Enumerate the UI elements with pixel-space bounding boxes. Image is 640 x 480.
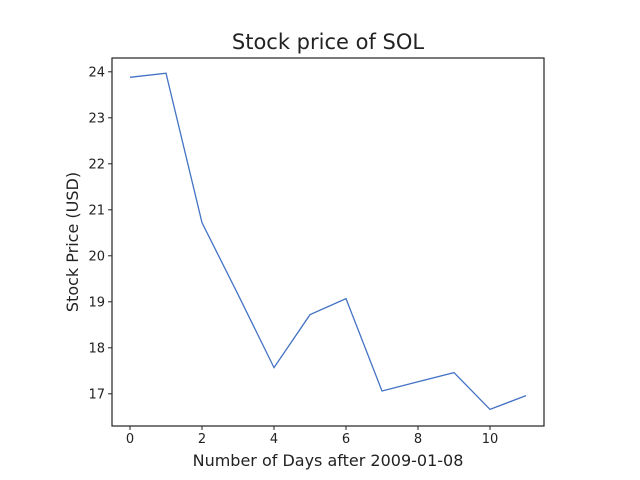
plot-area [129,72,527,411]
y-tick-label: 21 [88,203,105,218]
y-tick-label: 17 [88,387,105,402]
y-tick-label: 24 [88,65,105,80]
x-tick-label: 10 [482,432,499,447]
y-axis-title: Stock Price (USD) [63,172,82,312]
chart-title: Stock price of SOL [232,30,425,54]
x-tick-label: 8 [414,432,422,447]
y-tick-label: 18 [88,341,105,356]
x-axis: 0 2 4 6 8 10 [126,426,498,447]
x-tick-label: 6 [342,432,350,447]
y-tick-label: 20 [88,249,105,264]
x-tick-label: 4 [270,432,278,447]
x-tick-label: 0 [126,432,134,447]
plot-frame [111,57,545,427]
x-axis-title: Number of Days after 2009-01-08 [193,451,464,470]
y-tick-label: 22 [88,157,105,172]
x-tick-label: 2 [198,432,206,447]
y-tick-label: 23 [88,111,105,126]
series-line [129,72,527,411]
y-axis: 17 18 19 20 21 22 23 24 [88,65,112,402]
y-tick-label: 19 [88,295,105,310]
